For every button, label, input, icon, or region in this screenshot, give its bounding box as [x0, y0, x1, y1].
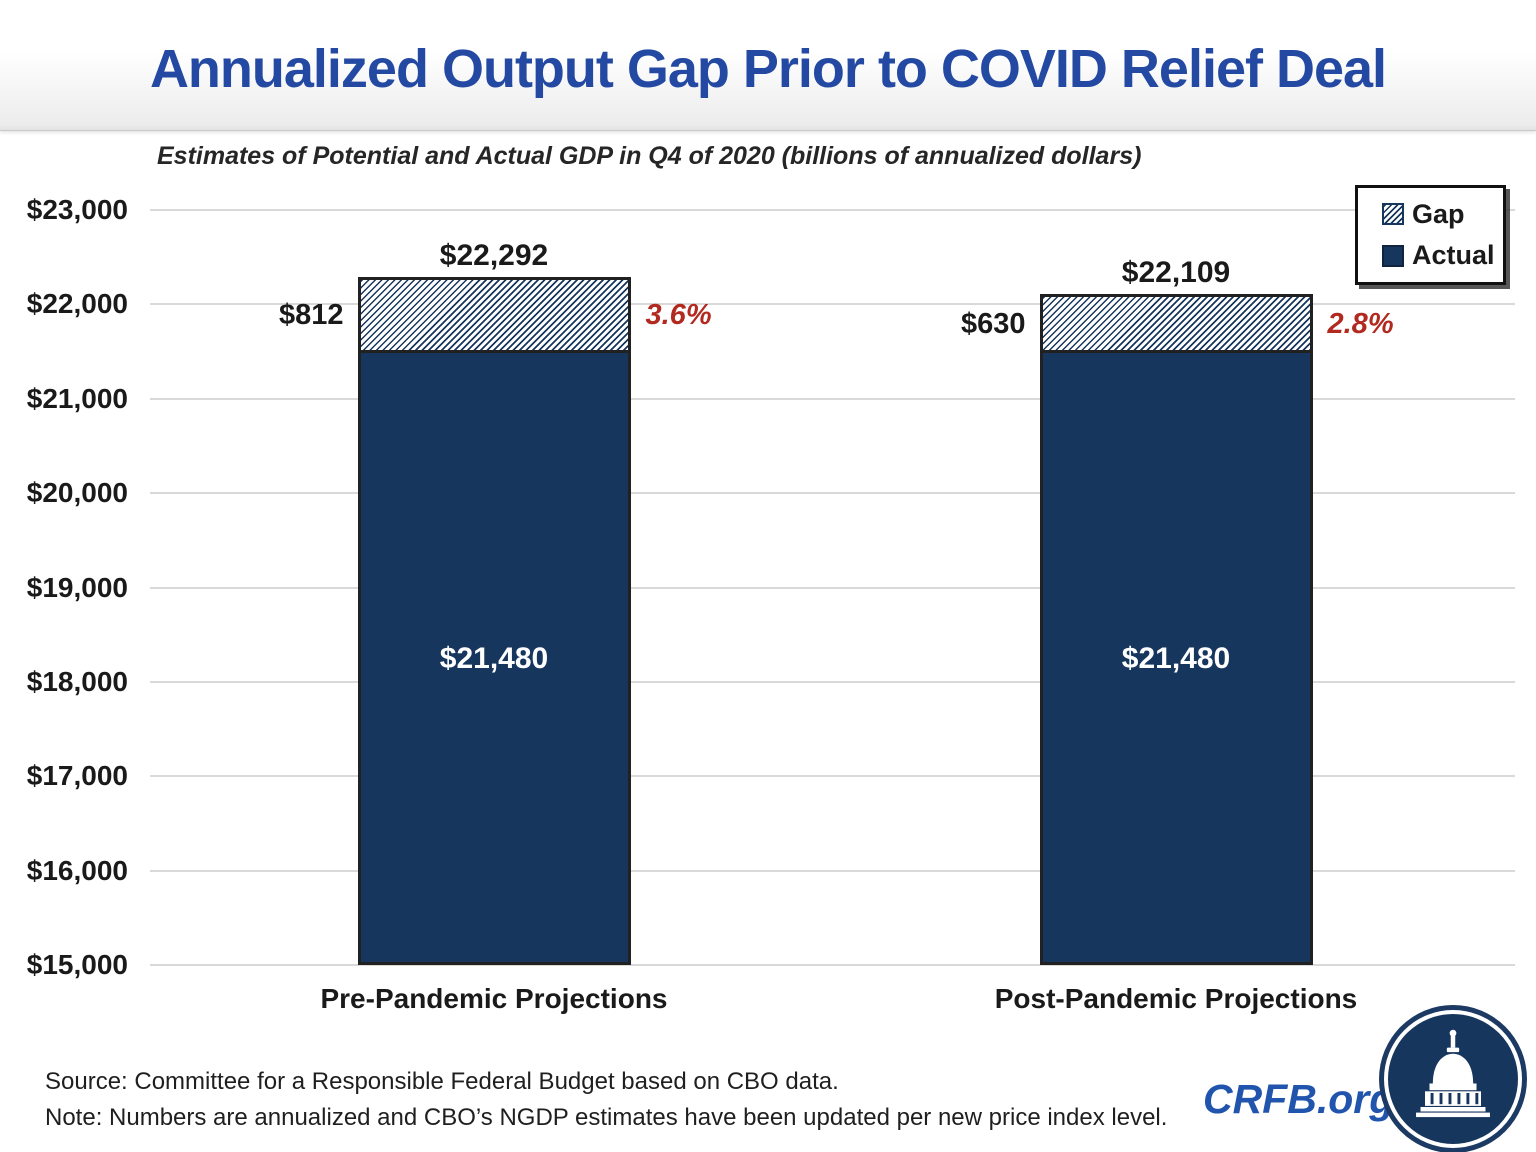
- methodology-note: Note: Numbers are annualized and CBO’s N…: [45, 1104, 1168, 1131]
- bar-gap-percent-label: 2.8%: [1327, 307, 1394, 340]
- bar-total-label: $22,292: [439, 238, 549, 272]
- y-axis-tick-label: $16,000: [26, 854, 128, 886]
- bar-total-label: $22,109: [1121, 256, 1231, 290]
- bar-gap-segment: [1039, 294, 1313, 354]
- gridline: [150, 680, 1515, 683]
- y-axis-tick-label: $18,000: [26, 665, 128, 697]
- bar-actual-segment: [1039, 353, 1313, 965]
- crfb-brand-text: CRFB.org: [1203, 1076, 1395, 1122]
- source-note: Source: Committee for a Responsible Fede…: [45, 1068, 839, 1095]
- bar-gap-segment: [357, 276, 631, 354]
- y-axis-tick-label: $21,000: [26, 382, 128, 414]
- y-axis-tick-label: $20,000: [26, 477, 128, 509]
- bar-gap-value-label: $630: [960, 307, 1026, 340]
- bar-actual-value-label: $21,480: [439, 642, 549, 676]
- gridline: [150, 303, 1515, 306]
- crfb-capitol-logo-icon: [1384, 1010, 1522, 1148]
- y-axis-tick-label: $17,000: [26, 760, 128, 792]
- y-axis-tick-label: $22,000: [26, 288, 128, 320]
- gridline: [150, 209, 1515, 211]
- x-axis-category-label: Post-Pandemic Projections: [994, 983, 1358, 1014]
- title-band: Annualized Output Gap Prior to COVID Rel…: [0, 0, 1536, 131]
- actual-swatch-icon: [1382, 244, 1404, 267]
- bar-actual-value-label: $21,480: [1121, 642, 1231, 676]
- y-axis-tick-label: $19,000: [26, 571, 128, 603]
- bar-actual-segment: [357, 353, 631, 965]
- gap-swatch-icon: [1382, 203, 1404, 226]
- gridline: [150, 869, 1515, 872]
- legend-label-gap: Gap: [1412, 198, 1465, 229]
- bar-gap-value-label: $812: [278, 299, 344, 332]
- bar-gap-percent-label: 3.6%: [645, 299, 712, 332]
- legend-item-actual: Actual: [1382, 240, 1503, 271]
- y-axis-tick-label: $23,000: [26, 194, 128, 225]
- gridline: [150, 492, 1515, 495]
- page-title: Annualized Output Gap Prior to COVID Rel…: [149, 39, 1387, 99]
- gridline: [150, 397, 1515, 400]
- legend-label-actual: Actual: [1412, 240, 1495, 271]
- gridline: [150, 775, 1515, 778]
- legend-item-gap: Gap: [1382, 199, 1503, 230]
- gridline: [150, 586, 1515, 589]
- gridline: [150, 964, 1515, 966]
- x-axis-category-label: Pre-Pandemic Projections: [320, 983, 668, 1014]
- y-axis-tick-label: $15,000: [26, 949, 128, 980]
- chart-subtitle: Estimates of Potential and Actual GDP in…: [157, 142, 1142, 170]
- chart-legend: Gap Actual: [1355, 185, 1506, 285]
